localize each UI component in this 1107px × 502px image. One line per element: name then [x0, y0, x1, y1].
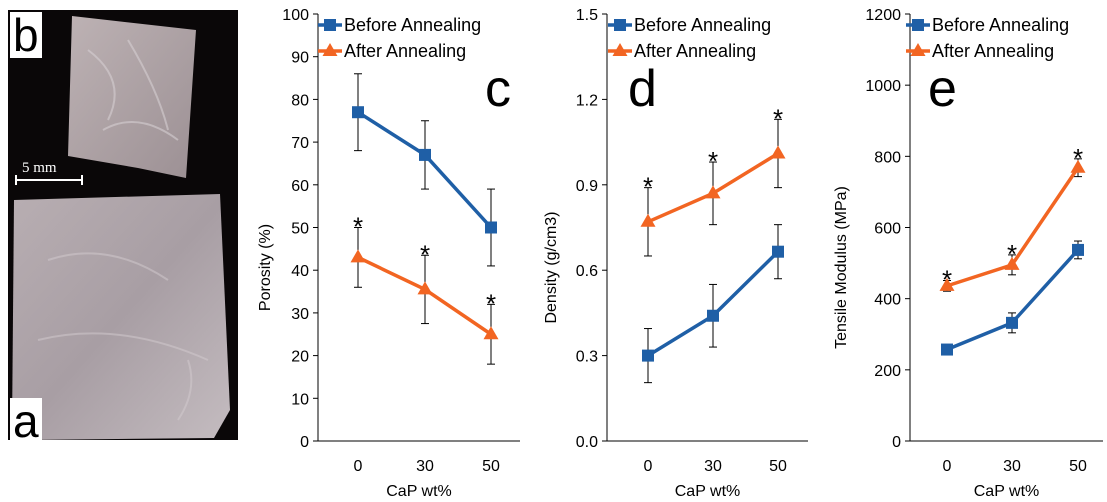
chart-c-y-axis-title: Porosity (%)	[257, 224, 274, 311]
chart-d-data-point-0	[772, 245, 784, 258]
chart-e-legend-label-1: After Annealing	[932, 41, 1054, 61]
chart-c-data-point-0	[352, 106, 364, 119]
chart-c-significance-star: *	[486, 288, 496, 318]
chart-d-x-tick-label: 30	[704, 458, 722, 475]
chart-d-x-tick-label: 50	[769, 458, 787, 475]
chart-c-y-tick-label: 90	[291, 50, 309, 67]
chart-c-data-point-0	[485, 221, 497, 234]
chart-c-legend-marker-1	[322, 43, 338, 56]
chart-e-y-tick-label: 200	[874, 363, 901, 380]
sample-photo: 5 mm b a	[8, 10, 238, 440]
chart-d-data-point-1	[705, 185, 721, 199]
chart-c-y-tick-label: 100	[282, 7, 309, 24]
chart-c-x-tick-label: 0	[354, 458, 363, 475]
chart-c-x-axis-title: CaP wt%	[386, 483, 452, 500]
chart-e-legend-marker-0	[912, 19, 924, 31]
chart-d-x-axis-title: CaP wt%	[675, 483, 741, 500]
chart-c-y-tick-label: 20	[291, 349, 309, 366]
chart-c-legend-label-0: Before Annealing	[344, 15, 481, 35]
chart-e-y-tick-label: 1200	[865, 7, 901, 24]
chart-e-data-point-0	[1072, 243, 1084, 256]
chart-c-data-point-1	[483, 326, 499, 340]
chart-d-y-tick-label: 0.0	[576, 434, 598, 451]
chart-e-x-axis-title: CaP wt%	[974, 483, 1040, 500]
chart-e-panel-letter: e	[928, 60, 957, 118]
chart-d-y-tick-label: 0.9	[576, 178, 598, 195]
chart-d-x-tick-label: 0	[644, 458, 653, 475]
chart-c-data-point-0	[419, 148, 431, 161]
chart-d-data-point-1	[640, 213, 656, 227]
chart-d-significance-star: *	[773, 103, 783, 133]
chart-d-legend-marker-0	[614, 19, 626, 31]
chart-c-data-point-1	[350, 249, 366, 263]
chart-d-data-point-1	[770, 145, 786, 159]
chart-d-y-tick-label: 0.3	[576, 349, 598, 366]
chart-e-data-point-1	[1070, 159, 1086, 173]
chart-c-y-tick-label: 10	[291, 391, 309, 408]
chart-e-x-tick-label: 0	[943, 458, 952, 475]
chart-d-legend-label-0: Before Annealing	[634, 15, 771, 35]
scale-bar-label: 5 mm	[22, 160, 57, 176]
chart-c-x-tick-label: 30	[416, 458, 434, 475]
chart-c-y-tick-label: 30	[291, 306, 309, 323]
panel-label-b: b	[10, 12, 42, 58]
panel-label-a: a	[10, 398, 42, 440]
chart-c-y-tick-label: 0	[300, 434, 309, 451]
chart-e-y-tick-label: 1000	[865, 78, 901, 95]
chart-e-significance-star: *	[1007, 239, 1017, 269]
chart-e-legend-label-0: Before Annealing	[932, 15, 1069, 35]
chart-c-data-point-1	[417, 281, 433, 295]
chart-e-y-tick-label: 600	[874, 221, 901, 238]
chart-e-data-point-0	[1006, 316, 1018, 329]
chart-e-y-axis-title: Tensile Modulus (MPa)	[833, 186, 850, 349]
chart-c-panel-letter: c	[485, 60, 511, 118]
chart-d-legend-marker-1	[612, 43, 628, 56]
chart-e-data-point-0	[941, 343, 953, 356]
chart-e-data-point-1	[1004, 256, 1020, 270]
film-b-shape	[68, 16, 196, 178]
chart-c-y-tick-label: 50	[291, 221, 309, 238]
chart-d-legend-label-1: After Annealing	[634, 41, 756, 61]
chart-c-y-tick-label: 80	[291, 92, 309, 109]
chart-c-y-tick-label: 70	[291, 135, 309, 152]
chart-d-y-axis-title: Density (g/cm3)	[543, 211, 560, 323]
chart-c-legend-marker-0	[324, 19, 336, 31]
chart-e-significance-star: *	[942, 265, 952, 295]
chart-d-y-tick-label: 1.2	[576, 92, 598, 109]
chart-e-y-tick-label: 0	[892, 434, 901, 451]
chart-e-x-tick-label: 30	[1003, 458, 1021, 475]
chart-e-y-tick-label: 800	[874, 149, 901, 166]
chart-d-data-point-0	[707, 309, 719, 322]
chart-d-y-tick-label: 0.6	[576, 263, 598, 280]
chart-c-y-tick-label: 60	[291, 178, 309, 195]
chart-c-significance-star: *	[353, 212, 363, 242]
chart-e-significance-star: *	[1073, 143, 1083, 173]
chart-d-data-point-0	[642, 349, 654, 362]
chart-c-legend-label-1: After Annealing	[344, 41, 466, 61]
chart-e-data-point-1	[939, 277, 955, 291]
chart-e-x-tick-label: 50	[1069, 458, 1087, 475]
sample-photo-graphic	[12, 16, 230, 440]
chart-c-x-tick-label: 50	[482, 458, 500, 475]
chart-c-y-tick-label: 40	[291, 263, 309, 280]
chart-e-legend-marker-1	[910, 43, 926, 56]
chart-d-panel-letter: d	[628, 60, 657, 118]
chart-d-significance-star: *	[708, 146, 718, 176]
chart-e-y-tick-label: 400	[874, 292, 901, 309]
chart-d-significance-star: *	[643, 172, 653, 202]
chart-c-significance-star: *	[420, 239, 430, 269]
chart-d-y-tick-label: 1.5	[576, 7, 598, 24]
